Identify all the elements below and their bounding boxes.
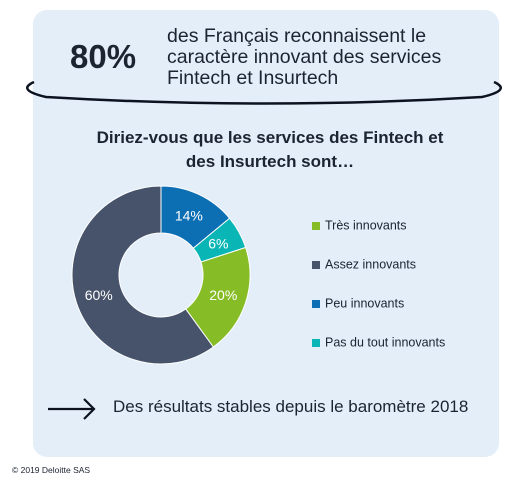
highlight-ring — [26, 80, 502, 105]
arrow-icon — [48, 398, 96, 420]
stat-line-2: caractère innovant des services — [167, 46, 442, 68]
question-line-1: Diriez-vous que les services des Fintech… — [96, 128, 444, 147]
copyright-notice: © 2019 Deloitte SAS — [12, 465, 91, 475]
question-title: Diriez-vous que les services des Fintech… — [60, 126, 480, 174]
slice-label: 14% — [175, 208, 203, 224]
legend-swatch — [312, 221, 320, 230]
legend-swatch — [312, 260, 320, 269]
stat-description: des Français reconnaissent le caractère … — [167, 26, 497, 89]
legend-item: Assez innovants — [312, 257, 416, 272]
legend-label: Très innovants — [325, 218, 407, 233]
stat-line-1: des Français reconnaissent le — [167, 25, 427, 47]
question-line-2: des Insurtech sont… — [185, 152, 355, 171]
legend-label: Pas du tout innovants — [325, 335, 446, 350]
footer-statement: Des résultats stables depuis le baromètr… — [113, 397, 469, 416]
legend-item: Très innovants — [312, 218, 407, 233]
slice-label: 20% — [209, 287, 237, 303]
donut-slice — [184, 246, 251, 348]
legend-item: Peu innovants — [312, 296, 404, 311]
stat-value: 80% — [70, 38, 137, 75]
legend-label: Assez innovants — [325, 257, 417, 272]
stat-line-3: Fintech et Insurtech — [167, 67, 339, 89]
slice-label: 60% — [85, 287, 113, 303]
legend-swatch — [312, 338, 320, 347]
slice-label: 6% — [208, 235, 228, 251]
legend-item: Pas du tout innovants — [312, 335, 445, 350]
legend-label: Peu innovants — [325, 296, 405, 311]
donut-slice — [71, 185, 215, 365]
legend-swatch — [312, 299, 320, 308]
